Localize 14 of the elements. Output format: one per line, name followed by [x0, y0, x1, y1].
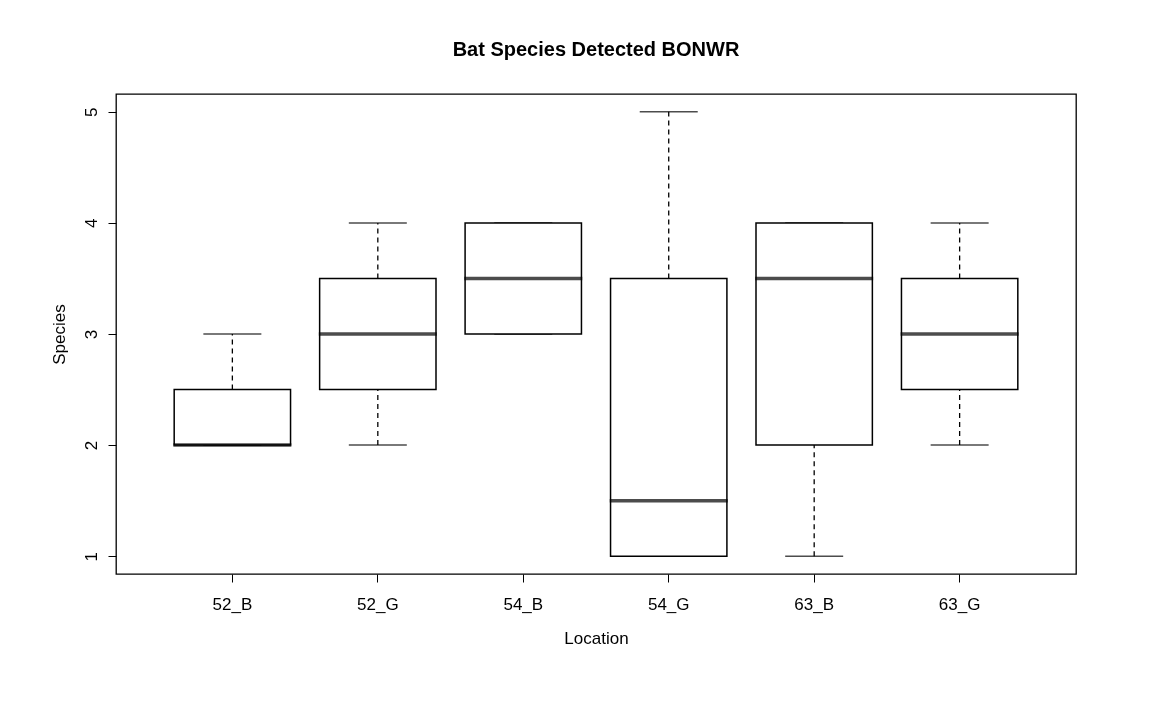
x-tick-label: 54_G — [647, 594, 690, 614]
x-tick-label: 54_B — [503, 594, 544, 614]
x-tick-label: 63_B — [794, 594, 835, 614]
y-tick-label: 3 — [81, 329, 101, 340]
x-tick-label: 63_G — [938, 594, 981, 614]
y-tick-label: 5 — [81, 107, 101, 118]
y-tick-label: 1 — [81, 551, 101, 562]
y-tick-label: 4 — [81, 218, 101, 229]
y-axis-title: Species — [49, 304, 69, 365]
chart-title: Bat Species Detected BONWR — [452, 38, 740, 60]
x-axis-title: Location — [564, 628, 629, 648]
x-tick-label: 52_B — [212, 594, 253, 614]
x-tick-label: 52_G — [357, 594, 399, 614]
y-tick-label: 2 — [81, 440, 101, 451]
